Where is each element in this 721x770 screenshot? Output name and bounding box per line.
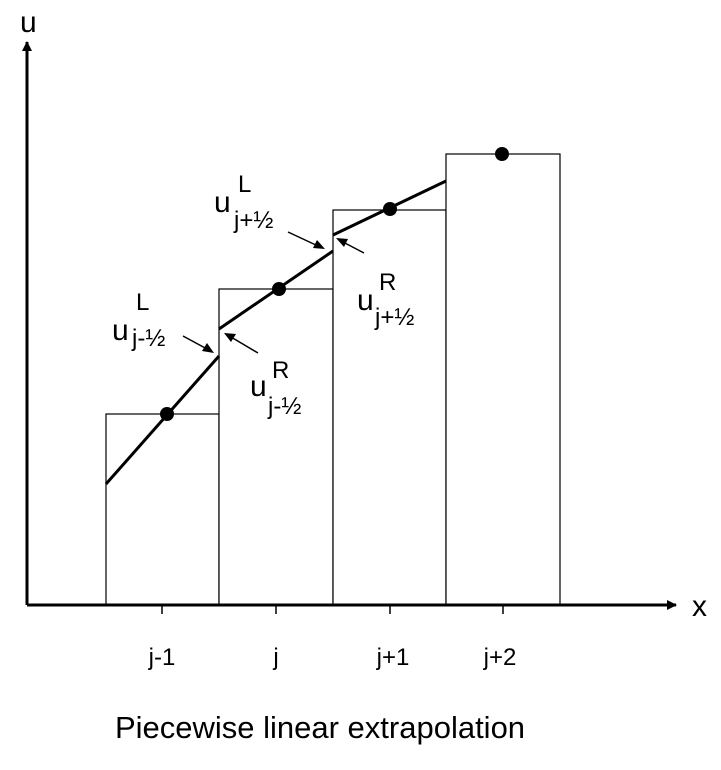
cell-average-point-j	[272, 282, 286, 296]
label-superscript: L	[238, 171, 251, 198]
x-tick-label-j-1: j-1	[148, 644, 176, 671]
x-tick-label-j: j	[272, 644, 278, 671]
label-subscript: j+½	[233, 207, 273, 234]
pointer-arrow-left-j-plus-half	[287, 231, 325, 249]
cell-average-point-j-1	[160, 407, 174, 421]
label-base: u	[250, 370, 267, 403]
label-base: u	[214, 186, 231, 219]
x-tick-label-j+1: j+1	[376, 644, 410, 671]
x-tick-label-j+2: j+2	[483, 644, 517, 671]
label-superscript: R	[379, 269, 396, 296]
x-axis-label: x	[692, 590, 707, 623]
pointer-arrow-left-j-minus-half	[182, 335, 214, 353]
y-axis-label: u	[20, 6, 37, 39]
label-subscript: j-½	[267, 393, 301, 420]
label-u-right-j-minus-half: u R j-½	[250, 357, 301, 420]
label-u-left-j-plus-half: u L j+½	[214, 171, 273, 234]
label-base: u	[112, 314, 129, 347]
label-u-right-j-plus-half: u R j+½	[357, 269, 414, 331]
cell-box-j-1	[105, 413, 220, 606]
label-base: u	[357, 284, 374, 317]
cell-box-j	[218, 288, 334, 606]
label-superscript: R	[272, 357, 289, 384]
cell-average-point-j+1	[383, 202, 397, 216]
pointer-arrow-right-j-minus-half	[224, 333, 259, 354]
reconstruction-segment-j-1	[104, 355, 221, 485]
cell-box-j+2	[445, 153, 561, 606]
cell-average-point-j+2	[495, 147, 509, 161]
label-u-left-j-minus-half: u L j-½	[112, 289, 165, 352]
cell-box-j+1	[332, 209, 447, 606]
pointer-arrow-right-j-plus-half	[336, 238, 365, 254]
label-subscript: j-½	[131, 325, 165, 352]
diagram-caption: Piecewise linear extrapolation	[115, 710, 525, 745]
label-superscript: L	[136, 289, 149, 316]
label-subscript: j+½	[374, 304, 414, 331]
